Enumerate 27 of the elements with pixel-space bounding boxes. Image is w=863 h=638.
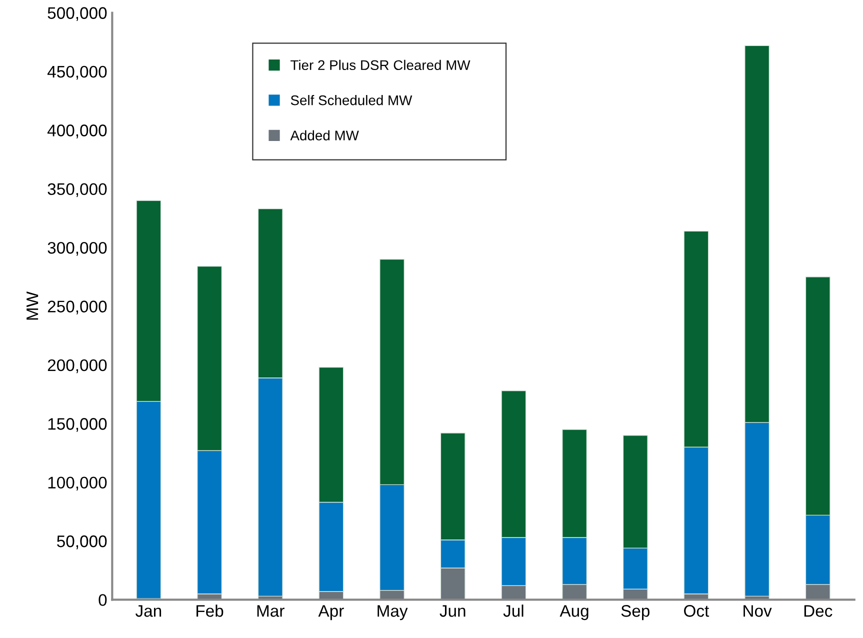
legend-label: Self Scheduled MW bbox=[290, 95, 412, 106]
x-tick-label: Oct bbox=[684, 605, 710, 617]
x-tick-label: May bbox=[378, 605, 408, 620]
legend-label: Added MW bbox=[290, 130, 359, 140]
y-tick-label: 150,000 bbox=[48, 418, 107, 432]
x-tick-label: Jun bbox=[440, 605, 466, 617]
x-tick-label: Mar bbox=[257, 605, 284, 617]
x-tick-label: Dec bbox=[804, 605, 832, 617]
y-tick-label: 200,000 bbox=[48, 359, 107, 374]
y-axis-title: MW bbox=[26, 291, 38, 320]
y-tick-label: 100,000 bbox=[48, 476, 107, 490]
x-tick-label: Nov bbox=[744, 605, 772, 617]
y-tick-label: 500,000 bbox=[48, 7, 107, 21]
y-tick-label: 350,000 bbox=[48, 183, 107, 198]
x-tick-label: Sep bbox=[621, 605, 650, 620]
x-tick-label: Feb bbox=[196, 604, 224, 617]
y-tick-label: 50,000 bbox=[57, 535, 107, 550]
y-tick-label: 250,000 bbox=[48, 300, 107, 314]
y-tick-label: 450,000 bbox=[47, 66, 107, 80]
x-tick-label: Apr bbox=[318, 605, 344, 620]
x-tick-label: Aug bbox=[560, 605, 588, 620]
y-tick-label: 400,000 bbox=[47, 124, 107, 138]
y-tick-label: 0 bbox=[98, 594, 107, 606]
x-tick-label: Jul bbox=[503, 604, 524, 617]
legend-label: Tier 2 Plus DSR Cleared MW bbox=[290, 60, 470, 70]
y-tick-label: 300,000 bbox=[48, 242, 107, 256]
x-tick-label: Jan bbox=[136, 605, 162, 617]
